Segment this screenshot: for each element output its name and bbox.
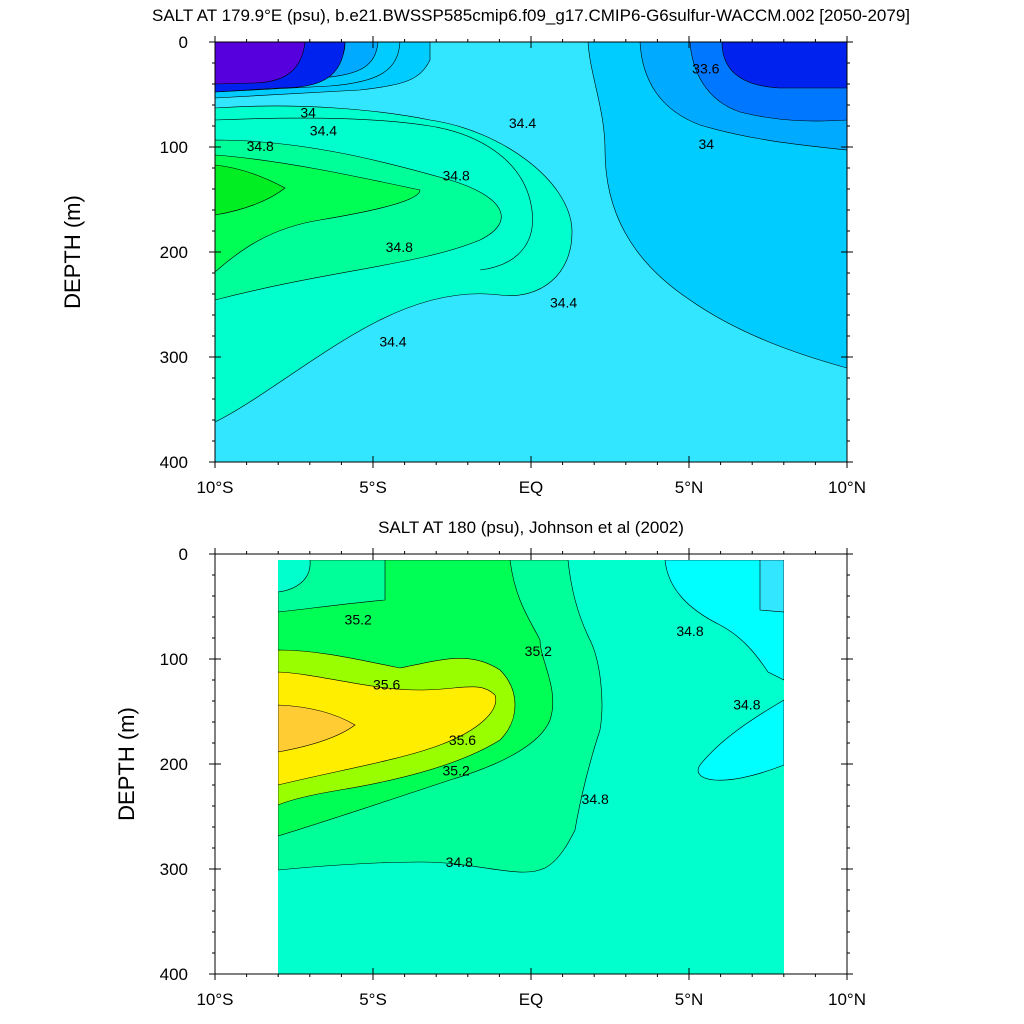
panel2-title: SALT AT 180 (psu), Johnson et al (2002) (378, 518, 684, 537)
axes-group: 10°S 5°S EQ 5°N 10°N 0 100 200 300 400 DEPTH (m) 10… (60, 33, 866, 1009)
panel2-contour-label-3: 35.2 (443, 763, 470, 779)
panel2-x-tick-label-4: 10°N (828, 990, 866, 1009)
panel2-contour-fill (215, 554, 847, 974)
panel1-y-tick-label-2: 200 (160, 243, 188, 262)
panel1-contour-label-2: 34.8 (247, 138, 274, 154)
panel1-title: SALT AT 179.9°E (psu), b.e21.BWSSP585cmi… (152, 6, 910, 25)
contour-labels-group: 3434.434.834.834.834.434.434.433.63435.2… (247, 61, 761, 870)
panel2-y-tick-label-4: 400 (160, 965, 188, 984)
panel1-band-33.4-north (721, 42, 847, 89)
panel2-y-tick-label-3: 300 (160, 860, 188, 879)
panel1-band-33.2-south (215, 42, 306, 85)
panel2-y-tick-label-1: 100 (160, 650, 188, 669)
panel1-y-tick-label-4: 400 (160, 453, 188, 472)
panel1-x-tick-label-1: 5°S (359, 478, 387, 497)
panel2-y-tick-label-0: 0 (179, 545, 188, 564)
panel2-band-34.6-lower (697, 699, 785, 781)
panel2-contour-label-0: 35.2 (345, 611, 372, 627)
panel2-no-data-west (215, 554, 278, 974)
panel2-y-axis-label: DEPTH (m) (114, 707, 139, 821)
panel2-contour-label-7: 34.8 (582, 791, 609, 807)
panel2-x-tick-label-2: EQ (519, 990, 544, 1009)
panel1-contour-fill (215, 42, 847, 462)
panel2-contour-label-5: 34.8 (676, 623, 703, 639)
panel1-contour-label-8: 33.6 (692, 61, 719, 77)
panel1-contour-label-1: 34.4 (310, 122, 337, 138)
panel1-x-tick-label-0: 10°S (196, 478, 233, 497)
panel1-contour-line-34.4 (215, 117, 533, 271)
panel1-y-tick-label-0: 0 (179, 33, 188, 52)
panel1-x-tick-label-3: 5°N (675, 478, 704, 497)
panel1-x-tick-label-2: EQ (519, 478, 544, 497)
panel2-band-35.6 (277, 671, 497, 786)
panel1-contour-label-9: 34 (698, 136, 714, 152)
panel2-contour-label-8: 34.8 (446, 854, 473, 870)
panel2-contour-label-4: 35.2 (525, 643, 552, 659)
panel2-no-data-east (784, 554, 847, 974)
panel2-x-tick-label-0: 10°S (196, 990, 233, 1009)
panel2-band-34.6 (664, 559, 785, 681)
panel2-band-35.8 (277, 704, 356, 753)
panel2-y-tick-label-2: 200 (160, 755, 188, 774)
panel2-band-34.4 (759, 559, 785, 613)
panel1-x-tick-label-4: 10°N (828, 478, 866, 497)
panel1-contour-label-4: 34.8 (386, 239, 413, 255)
panel1-y-tick-label-3: 300 (160, 348, 188, 367)
panel2-x-tick-label-3: 5°N (675, 990, 704, 1009)
panel1-contour-label-5: 34.4 (379, 334, 406, 350)
panel1-contour-label-7: 34.4 (550, 295, 577, 311)
panel2-contour-label-1: 35.6 (373, 676, 400, 692)
panel1-contour-label-0: 34 (300, 105, 316, 121)
panel1-contour-label-3: 34.8 (443, 168, 470, 184)
panel1-contour-label-6: 34.4 (509, 115, 536, 131)
panel1-y-axis-label: DEPTH (m) (60, 195, 85, 309)
panel1-band-35.2 (215, 164, 286, 216)
panel1-y-tick-label-1: 100 (160, 138, 188, 157)
panel2-contour-label-2: 35.6 (449, 732, 476, 748)
panel2-x-tick-label-1: 5°S (359, 990, 387, 1009)
panel2-contour-label-6: 34.8 (733, 696, 760, 712)
